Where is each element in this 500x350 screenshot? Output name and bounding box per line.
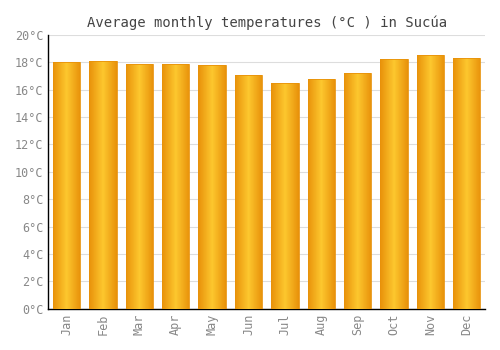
Bar bbox=[162, 64, 190, 309]
Title: Average monthly temperatures (°C ) in Sucúa: Average monthly temperatures (°C ) in Su… bbox=[86, 15, 446, 29]
Bar bbox=[344, 73, 372, 309]
Bar bbox=[453, 58, 480, 309]
Bar bbox=[53, 62, 80, 309]
Bar bbox=[308, 79, 335, 309]
Bar bbox=[271, 83, 298, 309]
Bar bbox=[417, 55, 444, 309]
Bar bbox=[198, 65, 226, 309]
Bar bbox=[380, 60, 407, 309]
Bar bbox=[126, 64, 153, 309]
Bar bbox=[90, 61, 117, 309]
Bar bbox=[235, 75, 262, 309]
